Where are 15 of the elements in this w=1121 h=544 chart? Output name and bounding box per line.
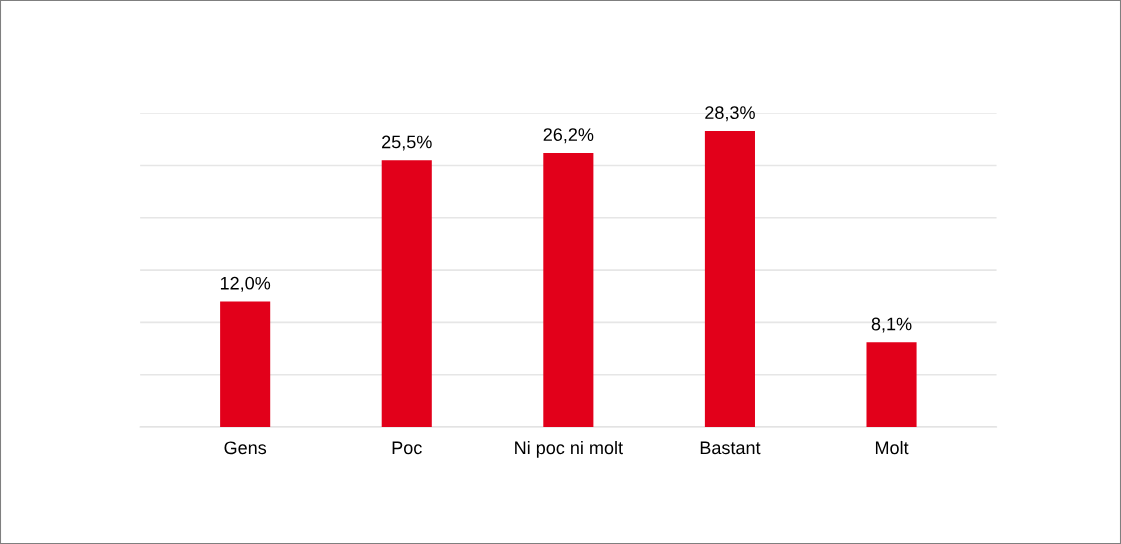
bar	[704, 130, 755, 428]
x-tick-label: Ni poc ni molt	[515, 440, 623, 458]
x-tick-label: Molt	[875, 440, 909, 455]
data-label: 8,1%	[871, 317, 912, 333]
x-tick-label: Bastant	[700, 441, 761, 455]
bar	[543, 152, 594, 428]
data-label: 12,0%	[220, 276, 271, 292]
data-label: 28,3%	[705, 106, 755, 122]
bar	[866, 342, 917, 428]
data-label: 25,5%	[382, 135, 432, 151]
x-tick-label: Poc	[392, 441, 422, 455]
data-label: 26,2%	[543, 128, 594, 144]
bar	[381, 160, 432, 428]
x-tick-label: Gens	[224, 441, 267, 455]
bar	[220, 301, 271, 428]
